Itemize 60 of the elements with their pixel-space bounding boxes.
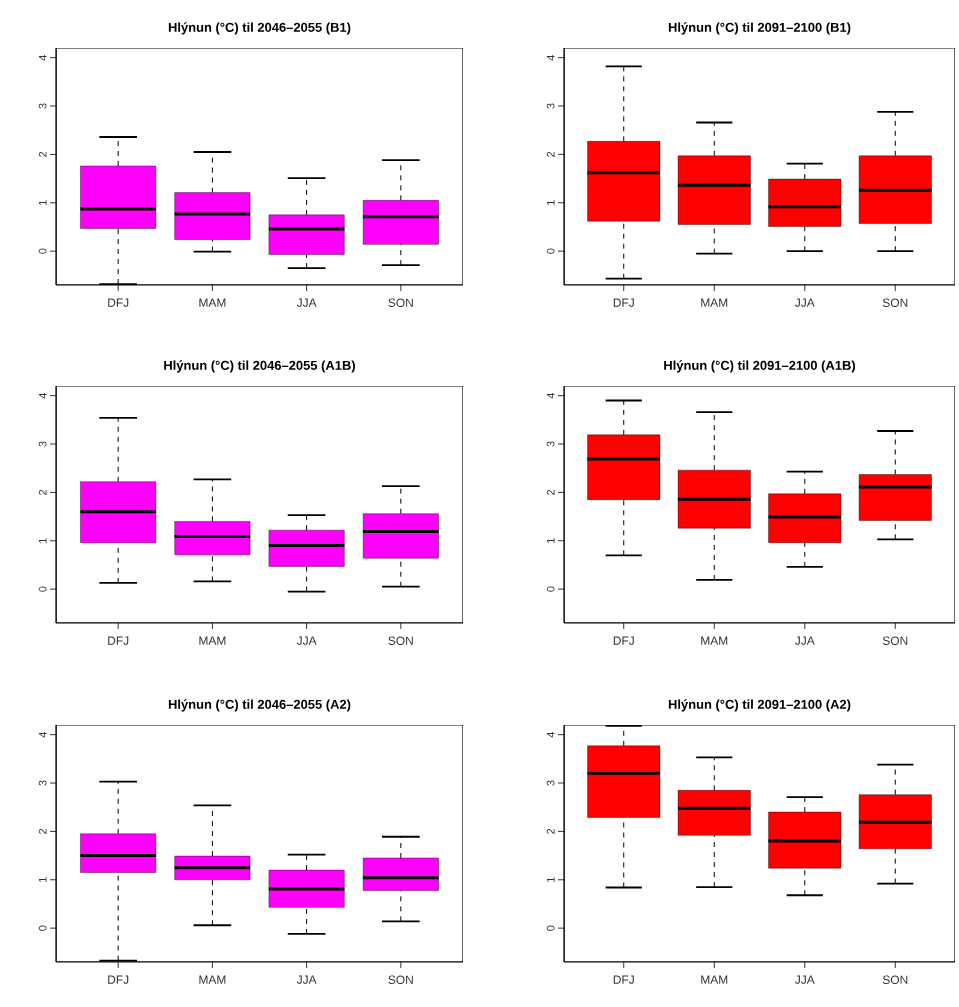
y-tick-label: 4	[546, 392, 555, 399]
x-tick-label: MAM	[199, 636, 226, 645]
x-tick-label: MAM	[199, 975, 226, 984]
x-tick-label: DFJ	[613, 298, 634, 307]
chart-title: Hlýnun (°C) til 2091–2100 (A2)	[668, 699, 851, 712]
y-tick-label: 0	[38, 248, 47, 254]
y-tick-label: 0	[546, 248, 555, 254]
y-tick-label: 1	[546, 200, 555, 205]
y-tick-label: 2	[38, 151, 47, 157]
y-tick-label: 2	[546, 489, 555, 495]
x-tick-label: JJA	[296, 298, 317, 307]
x-tick-label: JJA	[794, 298, 815, 307]
y-tick-label: 4	[38, 392, 47, 399]
x-tick-label: DFJ	[108, 975, 129, 984]
y-tick-label: 2	[38, 489, 47, 495]
y-tick-label: 0	[38, 586, 47, 592]
y-tick-label: 4	[38, 54, 47, 61]
x-tick-label: MAM	[701, 636, 728, 645]
y-tick-label: 1	[546, 538, 555, 543]
y-tick-label: 3	[38, 441, 47, 447]
y-tick-label: 2	[546, 151, 555, 157]
chart-title: Hlýnun (°C) til 2091–2100 (B1)	[668, 22, 851, 35]
y-tick-label: 2	[38, 828, 47, 834]
y-tick-label: 1	[38, 877, 47, 882]
chart-title: Hlýnun (°C) til 2046–2055 (B1)	[168, 22, 351, 35]
x-tick-label: MAM	[701, 298, 728, 307]
y-tick-label: 4	[546, 54, 555, 61]
y-tick-label: 1	[546, 877, 555, 882]
x-tick-label: SON	[388, 636, 413, 645]
y-tick-label: 3	[546, 780, 555, 786]
x-tick-label: SON	[882, 298, 908, 307]
x-tick-label: DFJ	[108, 636, 129, 645]
y-tick-label: 0	[546, 925, 555, 931]
x-tick-label: SON	[882, 975, 908, 984]
y-tick-label: 0	[546, 586, 555, 592]
x-tick-label: JJA	[296, 636, 317, 645]
x-tick-label: JJA	[794, 975, 815, 984]
x-tick-label: SON	[882, 636, 908, 645]
x-tick-label: DFJ	[613, 975, 634, 984]
y-tick-label: 3	[38, 780, 47, 786]
y-tick-label: 2	[546, 828, 555, 834]
x-tick-label: DFJ	[108, 298, 129, 307]
x-tick-label: JJA	[794, 636, 815, 645]
x-tick-label: MAM	[701, 975, 728, 984]
y-tick-label: 0	[38, 925, 47, 931]
y-tick-label: 3	[546, 103, 555, 109]
x-tick-label: SON	[388, 298, 413, 307]
chart-title: Hlýnun (°C) til 2046–2055 (A2)	[168, 699, 351, 712]
x-tick-label: MAM	[199, 298, 226, 307]
y-tick-label: 3	[546, 441, 555, 447]
x-tick-label: JJA	[296, 975, 317, 984]
y-tick-label: 1	[38, 200, 47, 205]
x-tick-label: SON	[388, 975, 413, 984]
y-tick-label: 4	[38, 731, 47, 738]
y-tick-label: 3	[38, 103, 47, 109]
chart-title: Hlýnun (°C) til 2091–2100 (A1B)	[664, 360, 855, 373]
y-tick-label: 1	[38, 538, 47, 543]
x-tick-label: DFJ	[613, 636, 634, 645]
y-tick-label: 4	[546, 731, 555, 738]
chart-title: Hlýnun (°C) til 2046–2055 (A1B)	[164, 360, 355, 373]
